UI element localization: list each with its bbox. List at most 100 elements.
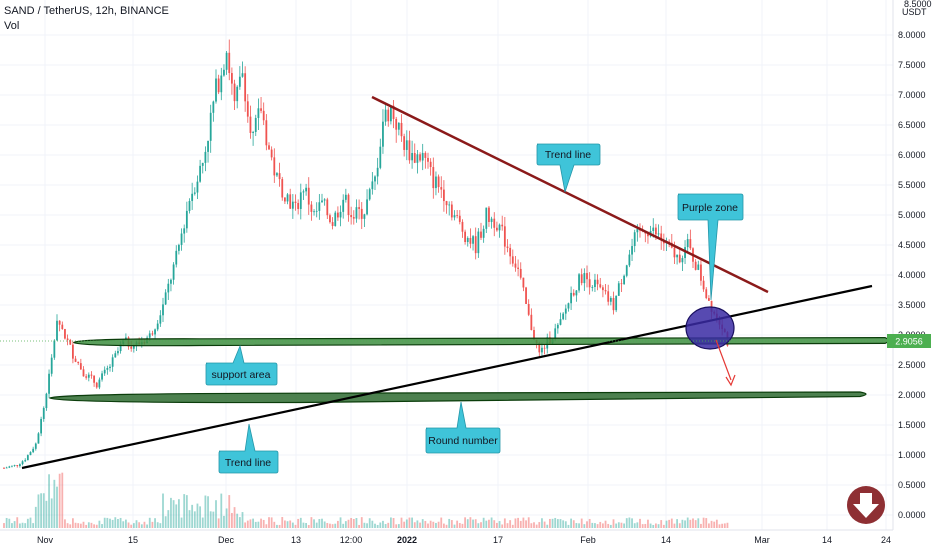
volume-bar [488,519,490,528]
volume-bar [358,524,360,528]
candle-body [114,353,117,358]
candle-body [617,283,620,296]
grid [0,0,893,530]
volume-bar [549,518,551,528]
volume-bar [411,517,413,528]
volume-bar [13,521,16,528]
callout-round-number[interactable]: Round number [425,401,501,454]
volume-bar [567,524,570,528]
candles[interactable] [3,39,729,469]
candle-body [21,461,24,465]
volume-bar [207,496,209,528]
volume-bar [297,518,300,528]
symbol-header: SAND / TetherUS, 12h, BINANCE [4,5,169,17]
volume-bar [281,517,284,528]
candle-body [305,187,307,192]
candle-body [400,122,403,137]
candle-body [69,339,72,345]
candle-body [246,101,249,117]
upper-trend-line[interactable] [371,95,769,294]
candle-body [284,197,286,202]
volume-bar [5,517,8,528]
time-axis[interactable]: Nov 15 Dec 13 12:00 2022 17 Feb 14 Mar 14 24 [0,529,893,545]
candle-body [148,333,151,338]
candle-body [223,69,225,76]
volume-bar [77,523,80,528]
volume-bar [713,521,716,528]
price-tick-label: 2.5000 [898,360,926,370]
candle-body [278,173,281,180]
candle-body [633,232,636,247]
callout-trend-line-bottom[interactable]: Trend line [218,423,279,474]
volume-bar [204,495,207,528]
volume-bar [395,524,398,528]
time-tick-label: 12:00 [340,535,363,545]
volume-bar [310,517,313,528]
round-number-zone[interactable] [48,391,867,404]
volume-bar [665,520,668,528]
candle-body [170,279,172,284]
candle-body [429,161,432,168]
candle-body [403,136,406,150]
volume-bar [702,517,705,528]
volume-bar [117,518,119,528]
volume-bar [156,522,159,528]
volume-bar [501,524,504,528]
candle-body [469,237,472,244]
volume-bar [655,523,657,528]
candle-body [517,267,519,269]
volume-bar [636,522,639,528]
volume-bar [498,521,501,528]
volume-bar [564,521,567,528]
candle-body [448,204,451,206]
callout-support-area[interactable]: support area [205,344,278,386]
candle-body [321,200,323,203]
volume-bar [74,522,77,528]
candle-body [265,120,268,146]
candle-body [93,375,95,383]
candle-body [209,112,212,141]
candle-body [684,247,686,259]
callout-trend-line-top[interactable]: Trend line [536,143,601,193]
purple-zone-marker[interactable] [685,306,735,350]
projection-arrow-head [725,374,736,387]
candle-body [427,157,429,162]
callout-purple-zone[interactable]: Purple zone [677,193,744,301]
price-tick-label: 1.5000 [898,420,926,430]
candle-body [159,315,162,324]
volume-bar [363,522,366,528]
candle-body [657,233,660,235]
callout-shape [218,423,279,474]
volume-bar [405,519,408,528]
candle-body [480,231,482,238]
volume-bar [673,523,676,528]
candle-body [413,153,416,163]
volume-bar [575,523,578,528]
candle-body [506,246,509,248]
volume-bar [503,518,506,528]
volume-bar [594,523,596,528]
volume-bar [326,522,329,528]
volume-bar [148,517,151,528]
volume-bar [517,517,519,528]
candle-body [676,254,678,258]
volume-bar [384,524,387,528]
volume-bar [87,522,90,528]
volume-bar [599,521,602,528]
volume-bar [212,511,215,528]
volume-bar [209,511,212,528]
volume-bar [556,519,559,528]
volume-bar [90,522,93,528]
candle-body [697,264,700,270]
volume-bar [604,520,607,528]
candle-body [313,211,315,213]
price-axis[interactable]: 8.5000 USDT 8.0000 7.5000 7.0000 6.5000 6.00… [887,0,932,530]
candle-body [212,101,215,113]
volume-bar [331,524,334,528]
volume-bar [180,517,183,528]
candle-body [5,467,8,469]
volume-bar [466,519,469,528]
candle-body [302,191,305,193]
candle-body [541,347,543,353]
